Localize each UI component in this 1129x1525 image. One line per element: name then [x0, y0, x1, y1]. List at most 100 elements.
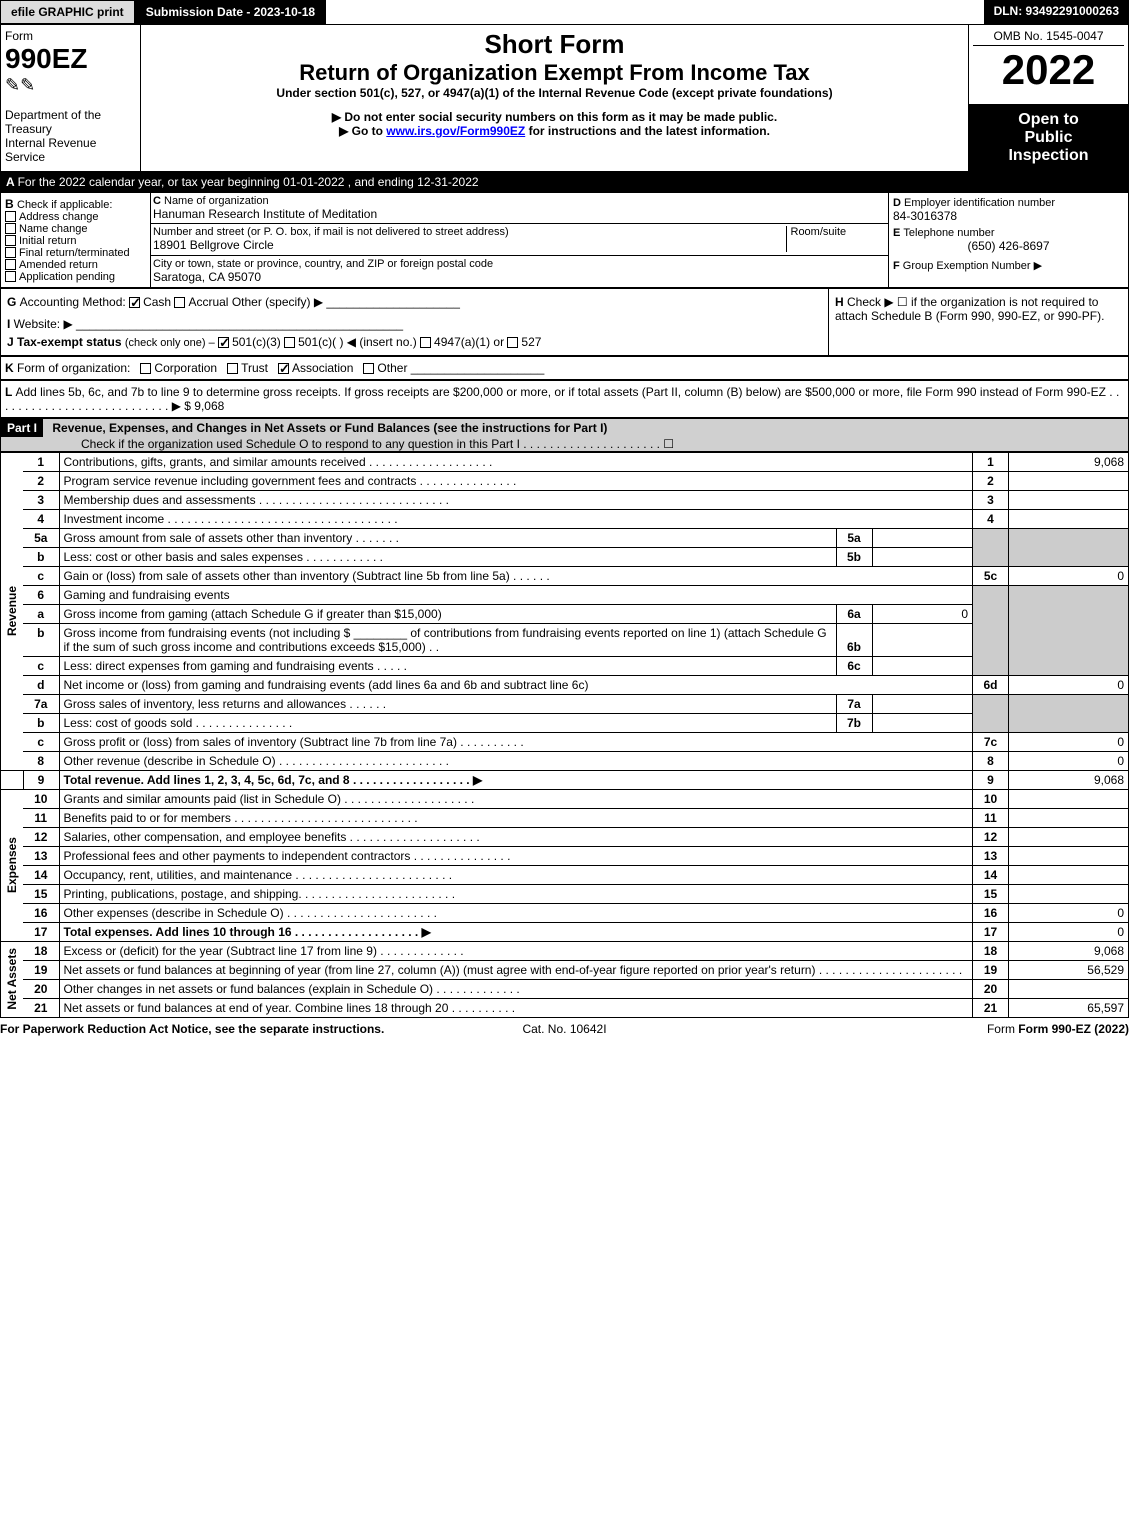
line-16-text: Other expenses (describe in Schedule O) …: [59, 903, 973, 922]
l-value: 9,068: [194, 399, 224, 413]
checkbox-527[interactable]: [507, 337, 518, 348]
k-other: Other: [377, 361, 407, 375]
e-label: Telephone number: [903, 227, 994, 239]
line-5b-amount: [872, 548, 972, 566]
form-number: 990EZ: [5, 43, 136, 75]
line-3-num: 3: [973, 490, 1009, 509]
open-to: Open to: [975, 111, 1122, 129]
return-title: Return of Organization Exempt From Incom…: [145, 60, 964, 86]
netassets-section-label: Net Assets: [5, 948, 19, 1010]
line-17-text: Total expenses. Add lines 10 through 16 …: [59, 922, 973, 941]
b-addr: Address change: [19, 211, 99, 223]
line-15-num: 15: [973, 884, 1009, 903]
line-20-text: Other changes in net assets or fund bala…: [59, 979, 973, 998]
line-7c-num: 7c: [973, 732, 1009, 751]
form-footer: Form Form 990-EZ (2022): [607, 1022, 1129, 1036]
line-6c-text: Less: direct expenses from gaming and fu…: [60, 657, 837, 675]
g-cash: Cash: [143, 295, 171, 309]
j-label: Tax-exempt status: [17, 335, 121, 349]
line-17-amount: 0: [1009, 922, 1129, 941]
line-5a-amount: [872, 529, 972, 547]
h-text: Check ▶ ☐ if the organization is not req…: [835, 295, 1104, 323]
checkbox-accrual[interactable]: [174, 297, 185, 308]
line-2-amount: [1009, 471, 1129, 490]
line-20-num: 20: [973, 979, 1009, 998]
dln-label: DLN: 93492291000263: [984, 0, 1129, 24]
room-label: Room/suite: [791, 226, 887, 238]
line-6d-text: Net income or (loss) from gaming and fun…: [59, 675, 973, 694]
line-6-text: Gaming and fundraising events: [59, 585, 973, 604]
omb-number: OMB No. 1545-0047: [973, 29, 1124, 46]
lines-table: Revenue 1Contributions, gifts, grants, a…: [0, 452, 1129, 1018]
phone-value: (650) 426-8697: [893, 239, 1124, 253]
checkbox-association[interactable]: [278, 363, 289, 374]
line-7a-amount: [872, 695, 972, 713]
line-16-num: 16: [973, 903, 1009, 922]
line-14-text: Occupancy, rent, utilities, and maintena…: [59, 865, 973, 884]
checkbox-501c[interactable]: [284, 337, 295, 348]
city-label: City or town, state or province, country…: [153, 258, 886, 270]
line-4-num: 4: [973, 509, 1009, 528]
line-9-amount: 9,068: [1009, 770, 1129, 789]
checkbox-initial-return[interactable]: [5, 235, 16, 246]
k-label: Form of organization:: [17, 361, 130, 375]
pra-notice: For Paperwork Reduction Act Notice, see …: [0, 1022, 522, 1036]
checkbox-amended-return[interactable]: [5, 259, 16, 270]
checkbox-4947[interactable]: [420, 337, 431, 348]
b-final: Final return/terminated: [19, 247, 130, 259]
revenue-section-label: Revenue: [5, 586, 19, 636]
checkbox-trust[interactable]: [227, 363, 238, 374]
line-21-amount: 65,597: [1009, 998, 1129, 1017]
line-5a-num: 5a: [836, 529, 872, 547]
f-label: Group Exemption Number ▶: [903, 260, 1042, 272]
line-5c-num: 5c: [973, 566, 1009, 585]
b-amended: Amended return: [19, 259, 98, 271]
checkbox-final-return[interactable]: [5, 247, 16, 258]
line-6c-amount: [872, 657, 972, 675]
line-2-text: Program service revenue including govern…: [59, 471, 973, 490]
efile-print-button[interactable]: efile GRAPHIC print: [0, 0, 135, 24]
line-7b-num: 7b: [836, 714, 872, 732]
checkbox-name-change[interactable]: [5, 223, 16, 234]
line-19-text: Net assets or fund balances at beginning…: [59, 960, 973, 979]
b-header: B Check if applicable:: [5, 197, 146, 211]
checkbox-address-change[interactable]: [5, 211, 16, 222]
line-5c-amount: 0: [1009, 566, 1129, 585]
submission-date-button[interactable]: Submission Date - 2023-10-18: [135, 0, 326, 24]
street-value: 18901 Bellgrove Circle: [153, 238, 786, 252]
d-label: Employer identification number: [904, 197, 1055, 209]
checkbox-cash[interactable]: [129, 297, 140, 308]
line-6b-num: 6b: [836, 624, 872, 656]
line-20-amount: [1009, 979, 1129, 998]
line-11-amount: [1009, 808, 1129, 827]
short-form-title: Short Form: [145, 29, 964, 60]
irs-link[interactable]: www.irs.gov/Form990EZ: [386, 124, 525, 138]
line-5b-num: 5b: [836, 548, 872, 566]
line-3-amount: [1009, 490, 1129, 509]
line-6d-amount: 0: [1009, 675, 1129, 694]
checkbox-501c3[interactable]: [218, 337, 229, 348]
line-7a-num: 7a: [836, 695, 872, 713]
form-word: Form: [5, 29, 136, 43]
expenses-section-label: Expenses: [5, 837, 19, 893]
line-19-amount: 56,529: [1009, 960, 1129, 979]
gh-block: G Accounting Method: Cash Accrual Other …: [0, 288, 1129, 356]
line-8-text: Other revenue (describe in Schedule O) .…: [59, 751, 973, 770]
b-name: Name change: [19, 223, 88, 235]
under-section: Under section 501(c), 527, or 4947(a)(1)…: [145, 86, 964, 100]
line-5b-text: Less: cost or other basis and sales expe…: [60, 548, 837, 566]
checkbox-application-pending[interactable]: [5, 271, 16, 282]
line-21-text: Net assets or fund balances at end of ye…: [59, 998, 973, 1017]
j-4947: 4947(a)(1) or: [434, 335, 504, 349]
checkbox-corporation[interactable]: [140, 363, 151, 374]
line-7b-text: Less: cost of goods sold . . . . . . . .…: [60, 714, 837, 732]
line-12-amount: [1009, 827, 1129, 846]
entity-block: B Check if applicable: Address change Na…: [0, 192, 1129, 288]
k-corp: Corporation: [154, 361, 217, 375]
checkbox-other[interactable]: [363, 363, 374, 374]
part1-check: Check if the organization used Schedule …: [1, 437, 1128, 451]
signature-icon: ✎✎: [5, 75, 136, 96]
line-13-amount: [1009, 846, 1129, 865]
dept-irs: Internal Revenue Service: [5, 136, 136, 164]
k-trust: Trust: [241, 361, 268, 375]
